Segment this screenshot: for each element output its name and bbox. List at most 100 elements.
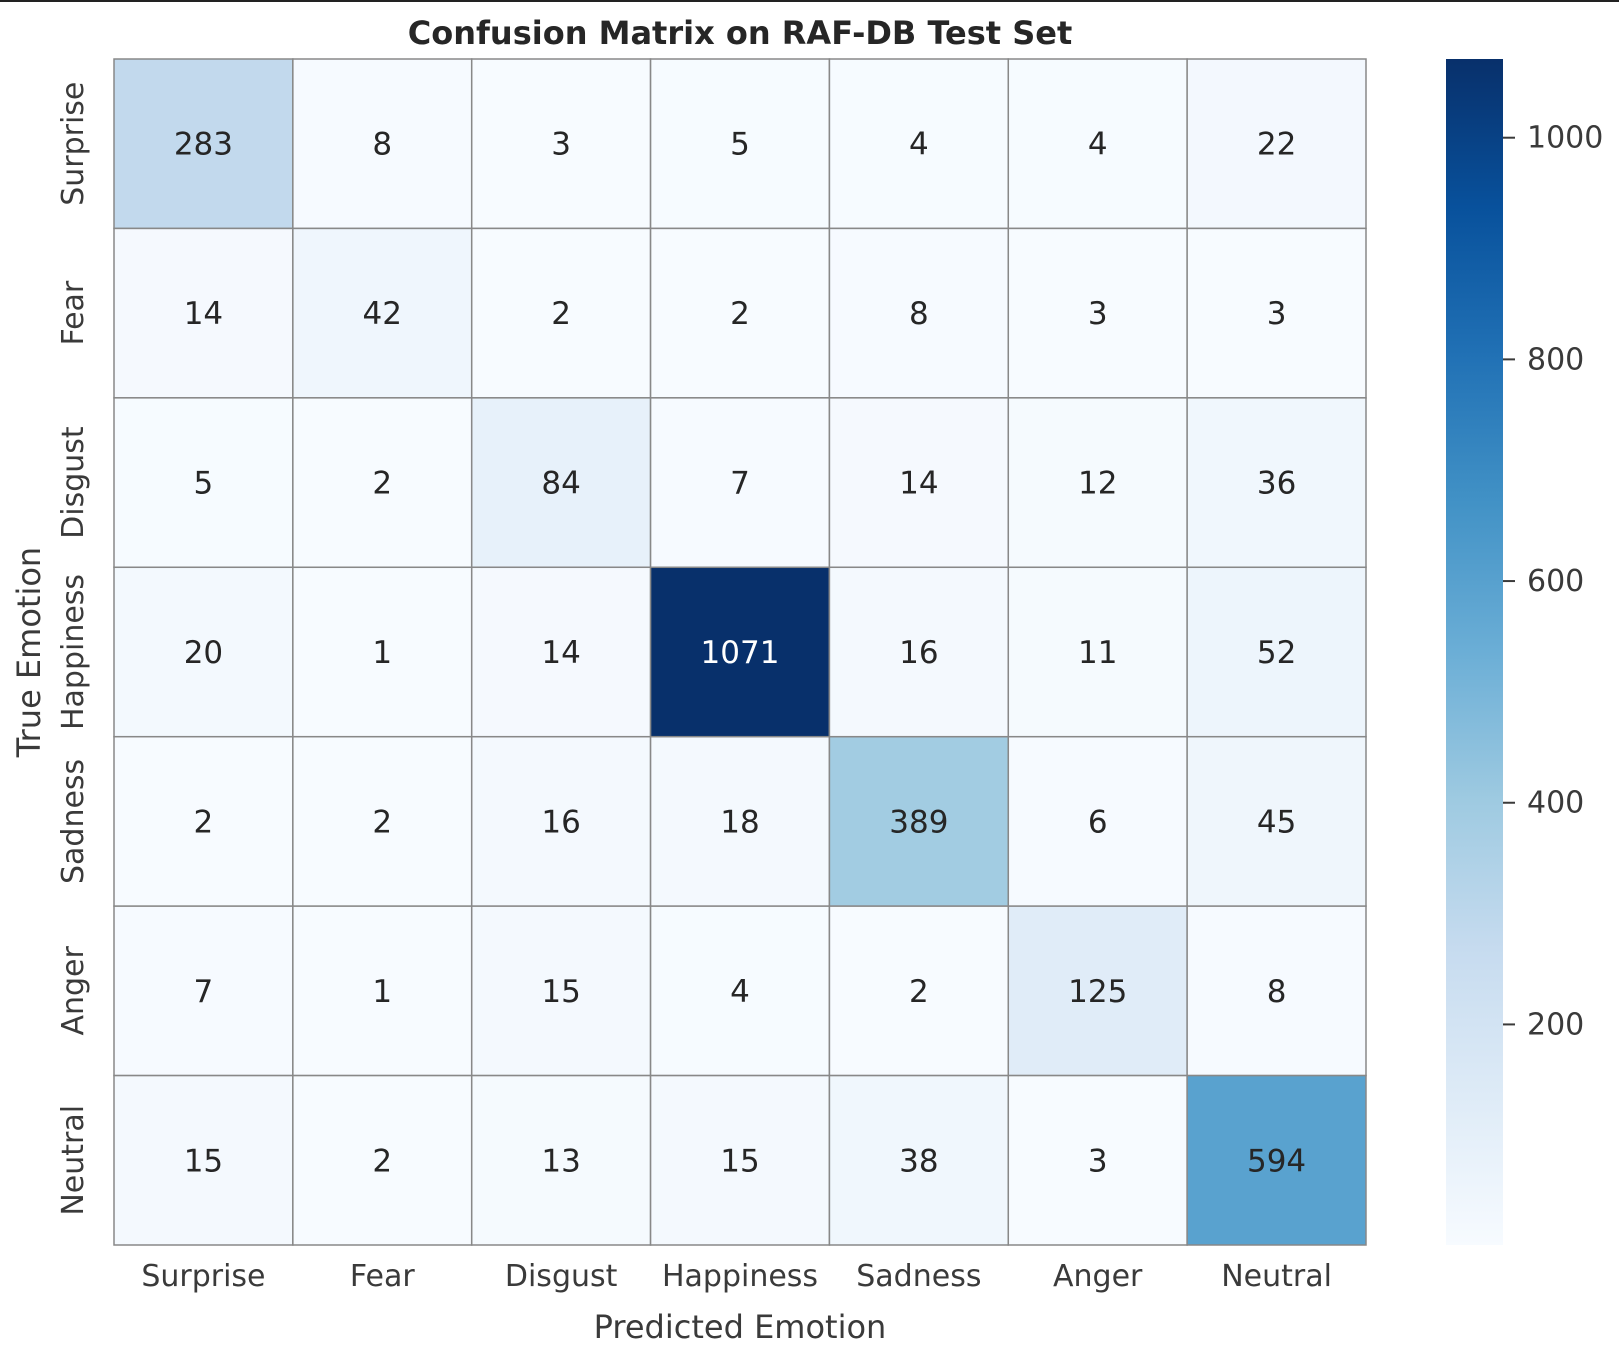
cell-value: 4 (909, 127, 929, 163)
colorbar-tick-label: 800 (1527, 342, 1584, 377)
cell-value: 15 (541, 974, 580, 1010)
heatmap-cell (1186, 227, 1367, 399)
cell-value: 8 (372, 127, 392, 163)
x-tick-label: Disgust (505, 1259, 618, 1294)
cell-value: 2 (372, 466, 392, 502)
colorbar-tick-label: 1000 (1527, 121, 1603, 156)
heatmap-cell (1007, 735, 1188, 907)
heatmap-cell (649, 905, 831, 1077)
y-tick-label: Surprise (56, 82, 91, 206)
heatmap-cell (828, 227, 1010, 399)
cell-value: 3 (1088, 296, 1108, 332)
heatmap-cell (292, 227, 473, 399)
cell-value: 4 (1088, 127, 1108, 163)
x-tick-label: Surprise (141, 1259, 265, 1294)
heatmap-cell (113, 566, 294, 738)
heatmap-cell (649, 735, 831, 907)
heatmap-cell (1186, 58, 1367, 230)
x-tick-label: Neutral (1221, 1259, 1332, 1294)
chart-title: Confusion Matrix on RAF-DB Test Set (407, 14, 1073, 52)
heatmap-cell (828, 735, 1010, 907)
heatmap-cell (1007, 58, 1188, 230)
cell-value: 22 (1257, 127, 1296, 163)
cell-value: 15 (720, 1143, 759, 1179)
heatmap-cell (649, 566, 831, 738)
heatmap-cell (1007, 1074, 1188, 1246)
cell-value: 42 (363, 296, 402, 332)
cell-value: 2 (551, 296, 571, 332)
cell-value: 3 (1088, 1143, 1108, 1179)
cell-value: 84 (541, 466, 580, 502)
heatmap-cell (292, 905, 473, 1077)
cell-value: 5 (194, 466, 214, 502)
cell-value: 7 (730, 466, 750, 502)
heatmap-cell (1186, 905, 1367, 1077)
heatmap-cell (1186, 1074, 1367, 1246)
cell-value: 2 (372, 1143, 392, 1179)
cell-value: 1071 (701, 635, 780, 671)
cell-value: 8 (1267, 974, 1287, 1010)
cell-value: 14 (899, 466, 938, 502)
heatmap-cell (828, 1074, 1010, 1246)
cell-value: 38 (899, 1143, 938, 1179)
y-axis-label: True Emotion (10, 547, 48, 758)
cell-value: 3 (1267, 296, 1287, 332)
x-tick-label: Happiness (662, 1259, 818, 1294)
x-tick-label: Anger (1053, 1259, 1143, 1294)
cell-value: 1 (372, 974, 392, 1010)
cell-value: 15 (184, 1143, 223, 1179)
heatmap-cell (828, 58, 1010, 230)
cell-value: 11 (1078, 635, 1117, 671)
cell-value: 125 (1068, 974, 1127, 1010)
colorbar (1446, 59, 1503, 1245)
top-border (0, 0, 1619, 2)
cell-value: 4 (730, 974, 750, 1010)
heatmap-cell (470, 566, 652, 738)
heatmap-cell (1186, 566, 1367, 738)
cell-value: 16 (899, 635, 938, 671)
cell-value: 14 (184, 296, 223, 332)
y-tick-label: Sadness (56, 759, 91, 884)
heatmap-cell (828, 397, 1010, 569)
heatmap-cell (292, 1074, 473, 1246)
y-tick-label: Happiness (56, 574, 91, 730)
cell-value: 6 (1088, 804, 1108, 840)
cell-value: 1 (372, 635, 392, 671)
y-tick-label: Fear (56, 280, 91, 345)
heatmap-cell (828, 566, 1010, 738)
heatmap-cell (649, 58, 831, 230)
heatmap-cell (649, 1074, 831, 1246)
x-axis-label: Predicted Emotion (594, 1308, 887, 1346)
cell-value: 3 (551, 127, 571, 163)
heatmap-cell (1007, 905, 1188, 1077)
heatmap-cell (113, 58, 294, 230)
colorbar-tick-label: 200 (1527, 1007, 1584, 1042)
cell-value: 2 (730, 296, 750, 332)
heatmap-cell (470, 735, 652, 907)
heatmap-cell (1186, 735, 1367, 907)
cell-value: 12 (1078, 466, 1117, 502)
heatmap-cell (113, 735, 294, 907)
cell-value: 594 (1247, 1143, 1306, 1179)
y-tick-label: Anger (56, 946, 91, 1036)
cell-value: 52 (1257, 635, 1296, 671)
heatmap-cell (1007, 227, 1188, 399)
cell-value: 45 (1257, 804, 1296, 840)
y-tick-label: Disgust (56, 426, 91, 539)
heatmap-cell (828, 905, 1010, 1077)
cell-value: 2 (909, 974, 929, 1010)
heatmap-cell (470, 905, 652, 1077)
cell-value: 13 (541, 1143, 580, 1179)
cell-value: 20 (184, 635, 223, 671)
heatmap-cell (649, 227, 831, 399)
colorbar-tick-label: 600 (1527, 564, 1584, 599)
cell-value: 14 (541, 635, 580, 671)
x-tick-label: Fear (350, 1259, 415, 1294)
heatmap-cell (1186, 397, 1367, 569)
colorbar-tick-label: 400 (1527, 786, 1584, 821)
heatmap-cell (292, 397, 473, 569)
cell-value: 18 (720, 804, 759, 840)
y-tick-label: Neutral (56, 1105, 91, 1216)
cell-value: 283 (174, 127, 233, 163)
